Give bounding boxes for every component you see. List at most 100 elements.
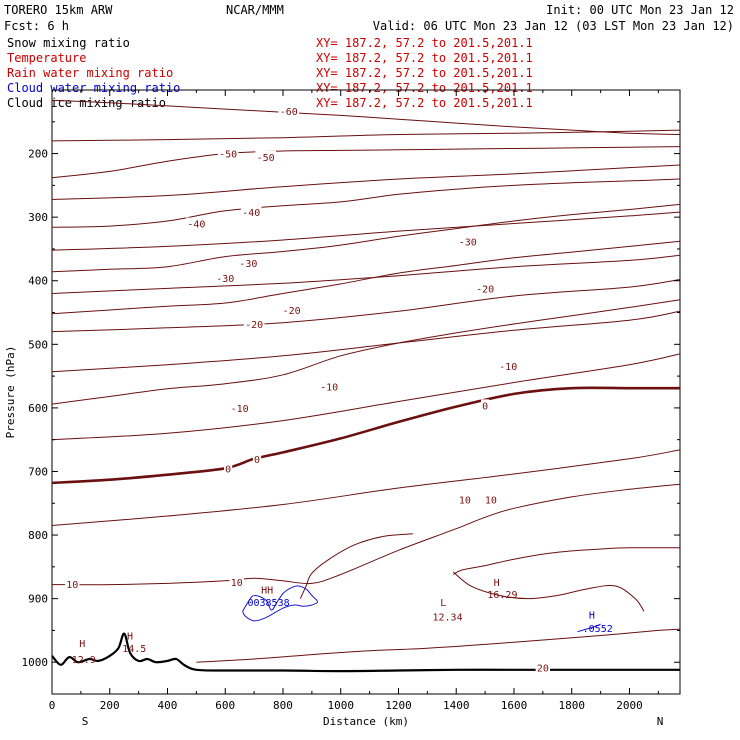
extremum-label: .0552 [583, 624, 613, 635]
legend-xy: XY= 187.2, 57.2 to 201.5,201.1 [316, 36, 533, 50]
contour-label-bg [240, 206, 262, 218]
legend-label: Rain water mixing ratio [7, 66, 173, 80]
y-tick-label: 600 [28, 402, 48, 415]
isotherm-line [51, 240, 681, 315]
y-tick-label: 900 [28, 593, 48, 606]
y-tick-label: 500 [28, 338, 48, 351]
contour-label: -10 [320, 382, 338, 393]
y-tick-label: 700 [28, 465, 48, 478]
legend-label: Temperature [7, 51, 86, 65]
contour-label: -60 [280, 107, 298, 118]
contour-label-bg [255, 150, 276, 162]
extremum-label: 14.5 [122, 644, 146, 655]
contour-label: 0 [254, 455, 260, 466]
north-end-label: N [657, 715, 664, 728]
legend-xy: XY= 187.2, 57.2 to 201.5,201.1 [316, 66, 533, 80]
legend-label: Snow mixing ratio [7, 36, 130, 50]
contour-label-bg [238, 256, 259, 268]
cloud-water-contour [242, 585, 319, 622]
y-tick-label: 800 [28, 529, 48, 542]
legend-xy: XY= 187.2, 57.2 to 201.5,201.1 [316, 81, 533, 95]
warm-contour-layer [51, 483, 681, 663]
contour-label-bg [224, 462, 233, 474]
contour-label-bg [278, 104, 300, 116]
isotherm-line [51, 99, 681, 135]
contour-label-bg [217, 147, 239, 159]
warm-contour-line [51, 483, 681, 586]
x-tick-label: 1200 [385, 699, 412, 712]
contour-label-bg [483, 493, 499, 505]
contour-label: -40 [187, 220, 205, 231]
contour-label: -30 [239, 259, 257, 270]
extremum-label: H [589, 611, 595, 622]
y-axis-label: Pressure (hPa) [4, 346, 17, 439]
contour-label-bg [281, 303, 302, 315]
contour-label: -40 [242, 208, 260, 219]
x-tick-label: 2000 [616, 699, 643, 712]
contour-label-bg [474, 282, 496, 294]
contour-label: 10 [231, 578, 243, 589]
contour-label: 10 [459, 495, 471, 506]
contour-label: 20 [537, 663, 549, 674]
extremum-label: H [494, 578, 500, 589]
x-tick-label: 1800 [558, 699, 585, 712]
contour-label-bg [497, 359, 519, 371]
contour-label: -20 [476, 284, 494, 295]
terrain-line [51, 632, 680, 673]
isotherm-line [51, 279, 681, 333]
x-tick-label: 600 [215, 699, 235, 712]
contour-label: -20 [245, 320, 263, 331]
isotherm-line [51, 299, 681, 405]
x-tick-label: 400 [158, 699, 178, 712]
contour-label: 0 [482, 401, 488, 412]
x-tick-label: 1400 [443, 699, 470, 712]
valid-label: Valid: 06 UTC Mon 23 Jan 12 (03 LST Mon … [373, 19, 734, 33]
y-tick-label: 400 [28, 275, 48, 288]
contour-label: 0 [225, 464, 231, 475]
contour-label-bg [457, 235, 479, 247]
isotherm-line [51, 449, 681, 526]
isotherm-line [51, 353, 681, 441]
isotherm-line [51, 178, 681, 228]
contour-label-bg [457, 493, 473, 505]
contour-label-bg [229, 401, 250, 413]
extremum-label: H [79, 639, 85, 650]
plot-frame [51, 89, 681, 695]
contour-label: -50 [257, 153, 275, 164]
isotherm-line [51, 164, 681, 200]
contour-label: -10 [231, 404, 249, 415]
warm-contour-line [452, 571, 645, 612]
isotherm-layer [51, 99, 681, 526]
extremum-label: 12.9 [72, 655, 96, 666]
contour-label: -30 [459, 237, 477, 248]
fcst-label: Fcst: 6 h [4, 19, 69, 33]
contour-label-bg [65, 578, 80, 590]
contour-label: 10 [66, 580, 78, 591]
legend-label: Cloud water mixing ratio [7, 81, 180, 95]
center-label: NCAR/MMM [226, 3, 284, 17]
isotherm-line [51, 211, 681, 251]
contour-label-bg [186, 217, 207, 229]
cloud-water-layer [242, 585, 601, 633]
legend: Snow mixing ratio XY= 187.2, 57.2 to 201.… [7, 36, 533, 110]
x-tick-label: 1600 [501, 699, 528, 712]
contour-label: -30 [216, 274, 234, 285]
isotherm-line [51, 129, 681, 142]
warm-contour-line [453, 547, 681, 575]
contour-label-bg [252, 452, 262, 464]
isotherm-line [51, 146, 681, 179]
x-tick-label: 0 [49, 699, 56, 712]
contour-label-bg [318, 380, 340, 392]
extremum-label: 0038538 [247, 598, 289, 609]
contour-label: -20 [283, 306, 301, 317]
extremum-label: HH [261, 586, 273, 597]
legend-xy: XY= 187.2, 57.2 to 201.5,201.1 [316, 51, 533, 65]
contour-label-bg [535, 661, 551, 673]
legend-label: Cloud ice mixing ratio [7, 96, 166, 110]
x-tick-label: 1000 [327, 699, 354, 712]
warm-contour-line [299, 533, 413, 599]
isotherm-line [51, 386, 680, 485]
contour-label-bg [481, 399, 490, 411]
